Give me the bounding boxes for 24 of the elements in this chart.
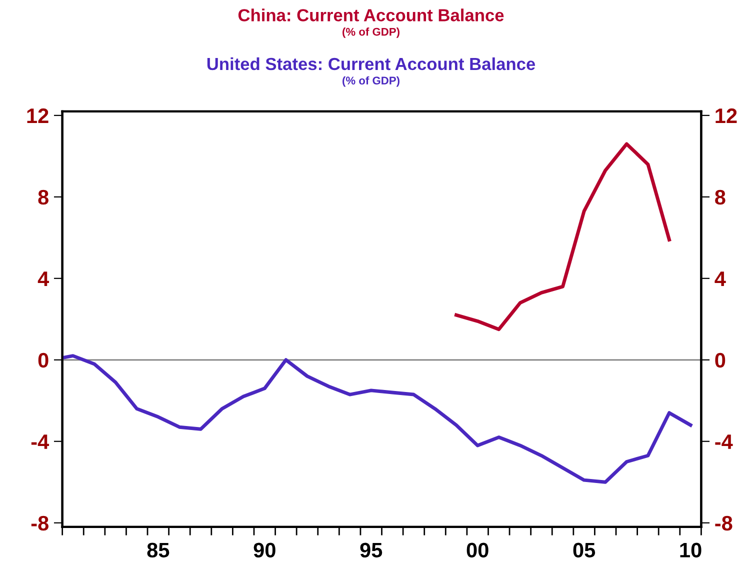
- line-series: [454, 142, 671, 332]
- line-series: [62, 354, 692, 484]
- y-tick-label: 4: [38, 272, 50, 286]
- x-tick-label: 10: [680, 542, 702, 558]
- y2-tick-label: 4: [714, 272, 726, 286]
- x-tick-label: 85: [147, 542, 170, 558]
- x-tick-label: 00: [466, 542, 488, 558]
- y2-tick-label: 0: [715, 352, 726, 368]
- x-tick-label: 90: [254, 542, 276, 558]
- text: (% of GDP): [342, 76, 400, 87]
- x-tick-label: 95: [360, 542, 382, 558]
- x-tick-label: 05: [573, 542, 596, 558]
- y2-tick-label: 12: [716, 108, 737, 123]
- y-tick-label: 8: [38, 190, 48, 205]
- y2-tick-label: 8: [715, 190, 726, 205]
- y-tick-label: 0: [38, 352, 48, 368]
- text: China: Current Account Balance: [238, 8, 504, 22]
- y-tick-label: -4: [31, 434, 50, 449]
- y-tick-label: -8: [31, 516, 48, 531]
- y2-tick-label: -4: [715, 434, 733, 449]
- y-tick-label: 12: [27, 108, 48, 123]
- text: United States: Current Account Balance: [207, 57, 536, 70]
- y2-tick-label: -8: [715, 516, 732, 531]
- text: (% of GDP): [342, 28, 400, 38]
